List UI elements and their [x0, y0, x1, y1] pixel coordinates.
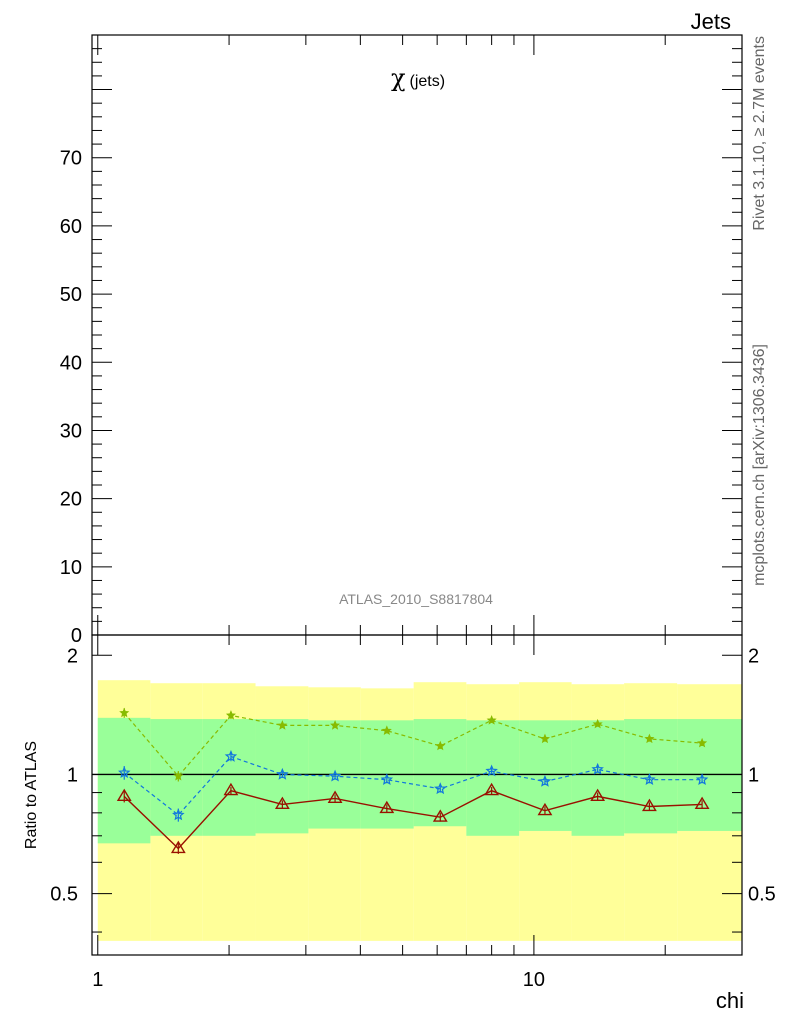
main-y-ticks: 0 10 20 30 40 50 60 70	[60, 34, 742, 647]
ratio-y-tick-label-right: 2	[748, 645, 759, 667]
ratio-y-tick-label-right: 0.5	[748, 884, 776, 906]
data-point-star	[486, 715, 497, 725]
data-point-star	[539, 733, 550, 744]
rivet-version-label: Rivet 3.1.10, ≥ 2.7M events	[751, 36, 768, 231]
data-point-open-star	[118, 766, 131, 779]
data-point-triangle	[694, 796, 710, 810]
ratio-series-line	[123, 789, 703, 850]
data-point-triangle	[327, 790, 343, 804]
ratio-y-tick-label-right: 1	[748, 764, 759, 786]
main-y-tick-label: 70	[60, 148, 82, 170]
uncertainty-band	[466, 720, 520, 836]
data-point-star	[697, 737, 708, 748]
data-point-open-star	[485, 764, 498, 777]
data-point-open-star	[538, 774, 552, 787]
data-point-open-star	[695, 773, 709, 786]
x-ticks: 1 10	[91, 35, 743, 991]
main-y-tick-label: 30	[60, 420, 82, 442]
analysis-watermark: ATLAS_2010_S8817804	[339, 591, 493, 607]
ratio-y-tick-label-left: 0.5	[50, 884, 78, 906]
data-point-open-star	[172, 808, 185, 821]
data-point-open-star	[276, 767, 289, 780]
data-point-star	[225, 710, 236, 720]
ratio-series-line	[123, 755, 703, 816]
main-y-tick-label: 60	[60, 216, 82, 238]
data-point-open-star	[434, 782, 447, 795]
x-tick-label: 10	[523, 969, 545, 991]
data-point-triangle	[537, 802, 553, 816]
title-suffix: (jets)	[409, 73, 445, 90]
data-point-star	[435, 740, 446, 751]
ratio-series-line	[123, 712, 703, 778]
main-plot-frame	[91, 34, 743, 636]
data-point-star	[592, 718, 603, 729]
x-tick-label: 1	[92, 969, 103, 991]
data-point-triangle	[223, 782, 239, 796]
data-point-open-star	[643, 773, 656, 786]
mcplots-label: mcplots.cern.ch [arXiv:1306.3436]	[751, 344, 768, 586]
data-point-triangle	[170, 840, 186, 854]
data-point-star	[277, 720, 288, 730]
data-point-star	[330, 720, 341, 730]
category-label: Jets	[691, 9, 731, 34]
data-point-open-star	[224, 749, 238, 762]
uncertainty-band	[97, 717, 151, 844]
main-y-tick-label: 0	[71, 625, 82, 647]
main-y-tick-label: 50	[60, 284, 82, 306]
ratio-series	[116, 707, 710, 854]
data-point-triangle	[379, 800, 395, 814]
uncertainty-band	[202, 719, 256, 836]
data-point-open-star	[328, 769, 342, 782]
data-point-star	[119, 707, 130, 718]
main-chart-title: χ (jets)	[391, 64, 445, 92]
data-point-open-star	[380, 773, 394, 786]
main-y-tick-label: 20	[60, 489, 82, 511]
ratio-y-axis-label: Ratio to ATLAS	[23, 741, 40, 849]
data-point-triangle	[274, 796, 290, 810]
main-panel: 0 10 20 30 40 50 60 70 χ (jets) ATLAS_2010_S8817…	[60, 34, 743, 647]
ratio-y-ticks: 0.5 0.5 1 1 2 2	[50, 645, 776, 933]
data-point-star	[644, 733, 655, 744]
uncertainty-band	[571, 720, 625, 836]
data-point-star	[381, 725, 392, 735]
data-point-open-star	[591, 762, 604, 775]
main-y-tick-label: 10	[60, 557, 82, 579]
main-y-tick-label: 40	[60, 352, 82, 374]
ratio-y-tick-label-left: 2	[67, 645, 78, 667]
data-point-triangle	[432, 809, 448, 822]
x-axis-label: chi	[716, 988, 744, 1013]
data-point-triangle	[484, 782, 500, 796]
data-point-triangle	[590, 788, 606, 802]
data-point-triangle	[642, 798, 657, 812]
ratio-y-tick-label-left: 1	[67, 764, 78, 786]
title-chi-symbol: χ	[391, 64, 406, 92]
ratio-panel: 0.5 0.5 1 1 2 2 1 10 Ratio to ATLAS chi	[23, 35, 776, 1013]
data-point-star	[173, 770, 184, 781]
data-point-triangle	[116, 788, 132, 802]
ratio-plot-frame	[91, 634, 743, 956]
